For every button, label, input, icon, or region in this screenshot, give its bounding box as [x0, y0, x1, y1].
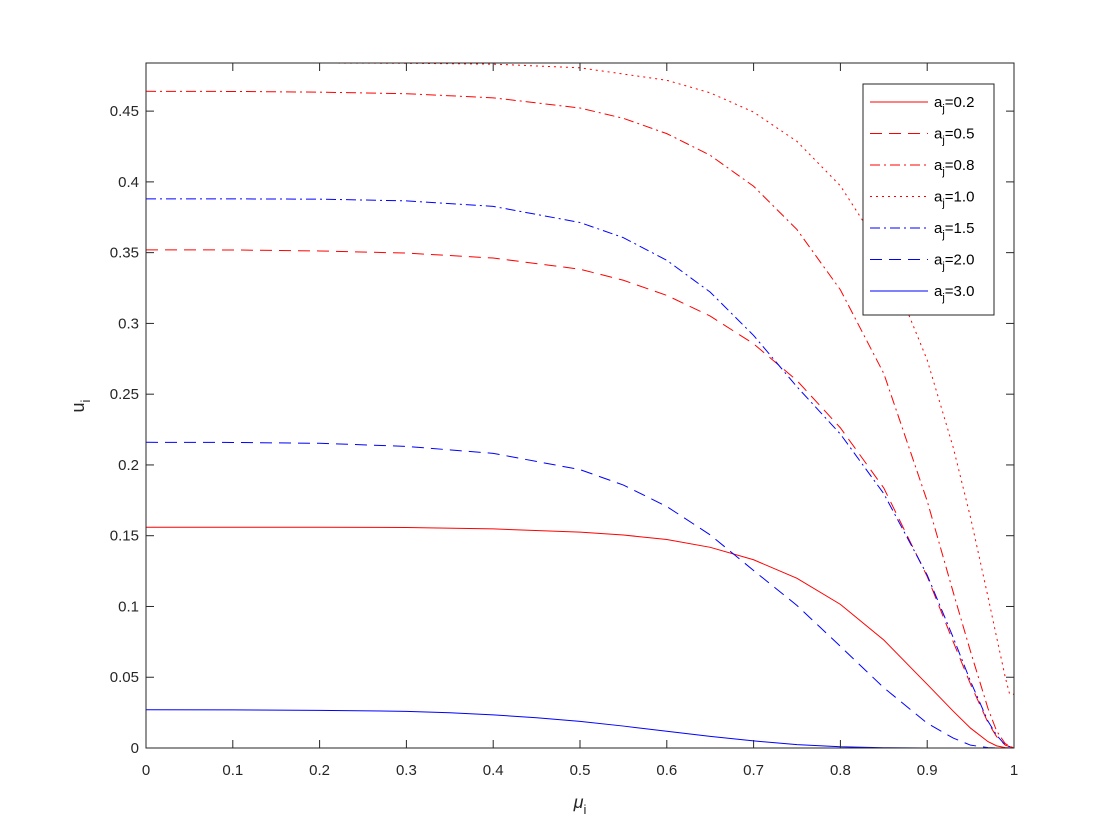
series-line-6: [145, 441, 1014, 749]
y-axis-label: ui: [68, 399, 93, 412]
legend-label: aj=0.8: [934, 157, 974, 178]
x-tick-label: 1: [1010, 762, 1018, 779]
legend-label-value: =1.5: [945, 220, 975, 237]
legend-entry: aj=0.2: [870, 94, 974, 115]
y-tick-label: 0: [131, 740, 139, 757]
series-curves: [145, 62, 1015, 749]
y-tick-label: 0.2: [118, 457, 139, 474]
legend-label-prefix: a: [934, 157, 943, 174]
legend-label: aj=1.5: [934, 220, 974, 241]
x-axis-ticks: 0 0.1 0.2 0.3 0.4 0.5 0.6 0.7 0.8 0.9 1: [142, 63, 1018, 779]
legend-label: aj=0.5: [934, 126, 974, 147]
y-tick-label: 0.4: [118, 174, 139, 191]
y-axis-label-main: u: [68, 402, 88, 412]
x-axis-label-subscript: i: [583, 802, 586, 817]
legend-label-prefix: a: [934, 94, 943, 111]
series-line-3: [145, 90, 1015, 749]
y-tick-label: 0.3: [118, 315, 139, 332]
legend-label-value: =0.5: [945, 126, 975, 143]
x-tick-label: 0.9: [917, 762, 938, 779]
legend-label-subscript: j: [941, 166, 944, 178]
y-tick-label: 0.35: [110, 245, 139, 262]
legend-label-prefix: a: [934, 283, 943, 300]
series-line-1: [146, 526, 1015, 749]
x-tick-label: 0.3: [396, 762, 417, 779]
y-axis-ticks: 0 0.05 0.1 0.15 0.2 0.25 0.3 0.35 0.4 0.45: [110, 103, 1014, 757]
x-tick-label: 0.7: [743, 762, 764, 779]
x-tick-label: 0.4: [483, 762, 504, 779]
legend-box: [862, 83, 995, 316]
legend-entry: aj=1.5: [870, 220, 974, 241]
legend: aj=0.2aj=0.5aj=0.8aj=1.0aj=1.5aj=2.0aj=3…: [862, 83, 995, 316]
legend-label-prefix: a: [934, 252, 943, 269]
legend-label-value: =0.8: [945, 157, 975, 174]
legend-entry: aj=3.0: [870, 283, 974, 304]
y-tick-label: 0.05: [110, 669, 139, 686]
y-tick-label: 0.15: [110, 528, 139, 545]
x-tick-label: 0: [142, 762, 150, 779]
x-axis-label-main: μ: [573, 792, 584, 812]
legend-label-subscript: j: [941, 198, 944, 210]
legend-entry: aj=0.5: [870, 126, 974, 147]
legend-entry: aj=2.0: [870, 252, 974, 273]
series-line-5: [146, 198, 1015, 749]
x-tick-label: 0.5: [570, 762, 591, 779]
legend-label-prefix: a: [934, 189, 943, 206]
legend-label-subscript: j: [941, 135, 944, 147]
x-tick-label: 0.6: [656, 762, 677, 779]
x-tick-label: 0.1: [222, 762, 243, 779]
y-tick-label: 0.45: [110, 103, 139, 120]
series-line-4: [146, 62, 1014, 695]
legend-label-subscript: j: [941, 261, 944, 273]
legend-label-subscript: j: [941, 103, 944, 115]
x-axis-label: μi: [573, 792, 587, 817]
legend-label-subscript: j: [941, 292, 944, 304]
x-tick-label: 0.2: [309, 762, 330, 779]
legend-label-prefix: a: [934, 126, 943, 143]
legend-label-value: =1.0: [945, 189, 975, 206]
legend-label-prefix: a: [934, 220, 943, 237]
legend-label: aj=3.0: [934, 283, 974, 304]
legend-entry: aj=0.8: [870, 157, 974, 178]
legend-label-value: =0.2: [945, 94, 975, 111]
legend-label: aj=2.0: [934, 252, 974, 273]
y-axis-label-subscript: i: [78, 399, 93, 402]
y-tick-label: 0.1: [118, 598, 139, 615]
legend-entries: aj=0.2aj=0.5aj=0.8aj=1.0aj=1.5aj=2.0aj=3…: [870, 94, 974, 304]
x-tick-label: 0.8: [830, 762, 851, 779]
series-line-2: [145, 249, 1015, 749]
legend-label-value: =3.0: [945, 283, 975, 300]
legend-label-value: =2.0: [945, 252, 975, 269]
legend-label-subscript: j: [941, 229, 944, 241]
y-tick-label: 0.25: [110, 386, 139, 403]
legend-entry: aj=1.0: [870, 189, 974, 210]
legend-label: aj=0.2: [934, 94, 974, 115]
legend-label: aj=1.0: [934, 189, 974, 210]
